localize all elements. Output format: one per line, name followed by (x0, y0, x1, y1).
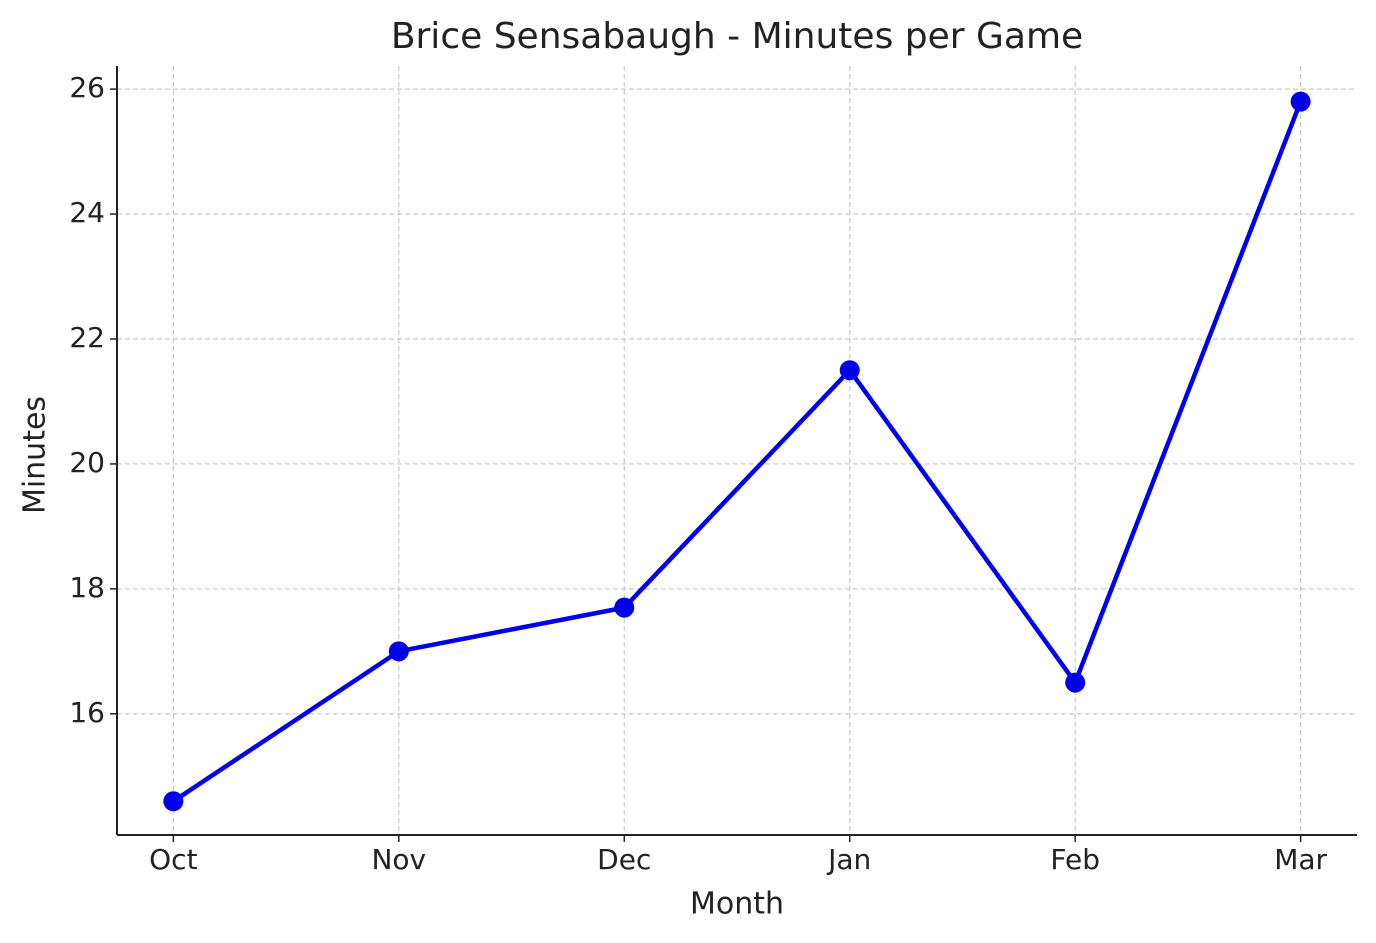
y-axis-label: Minutes (18, 396, 53, 514)
x-axis-label: Month (690, 887, 784, 922)
point (614, 597, 635, 618)
y-tick-label: 22 (69, 321, 105, 354)
x-tick-label: Nov (371, 843, 426, 876)
x-tick-label: Mar (1274, 843, 1327, 876)
line (172, 100, 1303, 804)
y-tick-label: 24 (69, 196, 105, 229)
point (1290, 91, 1311, 112)
y-tick-label: 16 (69, 696, 105, 729)
chart-title: Brice Sensabaugh - Minutes per Game (391, 16, 1083, 57)
point (163, 791, 184, 812)
x-tick-label: Jan (826, 843, 871, 876)
point (839, 360, 860, 381)
y-tick-label: 20 (69, 446, 105, 479)
x-tick-label: Oct (149, 843, 197, 876)
y-tick-label: 18 (69, 571, 105, 604)
x-tick-label: Dec (597, 843, 651, 876)
x-tick-label: Feb (1050, 843, 1100, 876)
point (1065, 672, 1086, 693)
y-tick-label: 26 (69, 71, 105, 104)
point (388, 641, 409, 662)
